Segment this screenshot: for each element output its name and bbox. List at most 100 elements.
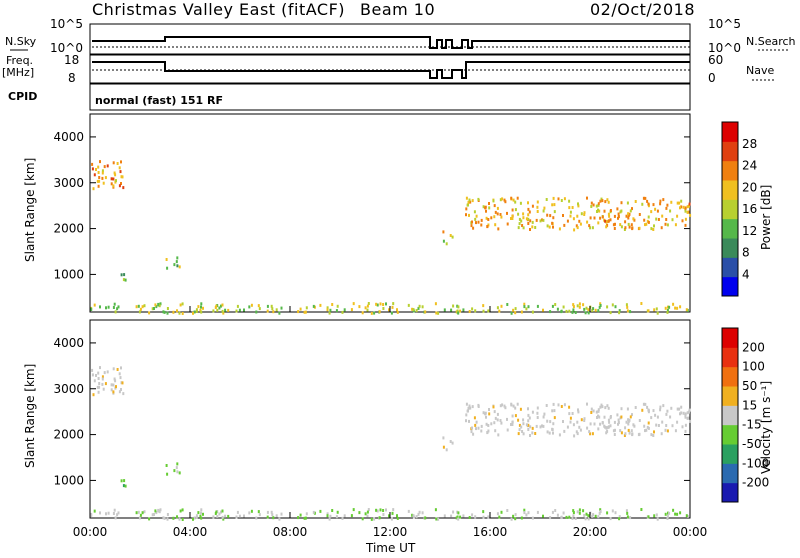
scatter-cell <box>98 176 101 179</box>
scatter-cell <box>112 161 115 165</box>
scatter-cell <box>531 410 534 414</box>
scatter-cell <box>647 309 650 313</box>
scatter-cell <box>541 424 543 428</box>
scatter-cell <box>652 434 655 437</box>
scatter-cell <box>657 424 660 427</box>
scatter-cell <box>614 428 616 432</box>
scatter-cell <box>112 184 115 188</box>
scatter-cell <box>568 199 571 203</box>
scatter-cell <box>582 303 585 307</box>
scatter-cell <box>589 432 592 436</box>
scatter-cell <box>200 305 202 309</box>
scatter-cell <box>684 412 687 416</box>
scatter-cell <box>266 304 269 308</box>
scatter-cell <box>536 205 539 209</box>
scatter-cell <box>99 511 101 515</box>
scatter-cell <box>676 306 679 310</box>
date-label: 02/Oct/2018 <box>590 0 695 19</box>
colorbar-tick-label: -100 <box>742 456 769 470</box>
scatter-cell <box>680 405 683 409</box>
scatter-cell <box>571 516 574 520</box>
scatter-cell <box>688 408 691 412</box>
scatter-cell <box>319 303 322 307</box>
scatter-cell <box>452 304 455 308</box>
scatter-cell <box>522 226 525 230</box>
scatter-cell <box>568 515 571 519</box>
scatter-cell <box>235 515 238 519</box>
scatter-cell <box>592 409 595 413</box>
scatter-cell <box>678 201 681 205</box>
scatter-cell <box>514 517 517 521</box>
scatter-cell <box>163 516 166 520</box>
scatter-cell <box>120 182 122 185</box>
scatter-cell <box>178 517 181 521</box>
scatter-cell <box>563 429 566 433</box>
scatter-cell <box>527 407 529 411</box>
scatter-cell <box>608 420 611 424</box>
scatter-cell <box>141 305 144 309</box>
scatter-cell <box>520 425 523 429</box>
scatter-cell <box>112 383 115 387</box>
scatter-cell <box>221 515 224 519</box>
scatter-cell <box>516 196 519 200</box>
scatter-cell <box>574 517 577 520</box>
scatter-cell <box>631 226 634 230</box>
scatter-cell <box>257 510 260 514</box>
scatter-cell <box>569 420 572 424</box>
scatter-cell <box>434 302 437 306</box>
scatter-cell <box>468 419 470 423</box>
scatter-cell <box>166 311 169 315</box>
scatter-cell <box>367 508 370 511</box>
scatter-cell <box>456 515 459 519</box>
scatter-cell <box>655 307 658 311</box>
scatter-cell <box>390 517 393 521</box>
scatter-cell <box>137 304 140 308</box>
scatter-cell <box>443 308 446 312</box>
scatter-cell <box>529 434 531 437</box>
scatter-cell <box>497 433 500 437</box>
freq-label: Freq. <box>6 54 33 67</box>
scatter-cell <box>275 308 278 312</box>
scatter-cell <box>632 217 635 221</box>
scatter-cell <box>159 508 162 512</box>
scatter-cell <box>652 409 655 413</box>
scatter-cell <box>684 415 687 419</box>
scatter-cell <box>573 434 576 438</box>
scatter-cell <box>412 514 415 518</box>
scatter-cell <box>326 308 329 312</box>
scatter-cell <box>552 422 555 426</box>
colorbar-segment <box>722 366 738 387</box>
scatter-cell <box>576 214 579 218</box>
scatter-cell <box>630 429 633 433</box>
scatter-cell <box>618 311 621 315</box>
scatter-cell <box>352 508 355 512</box>
scatter-cell <box>689 419 692 423</box>
colorbar-tick-label: 50 <box>742 379 757 393</box>
scatter-cell <box>627 428 630 432</box>
scatter-cell <box>192 311 194 315</box>
scatter-cell <box>370 311 373 315</box>
scatter-cell <box>640 302 643 305</box>
colorbar-tick-label: 8 <box>742 246 750 260</box>
scatter-cell <box>166 266 169 270</box>
scatter-cell <box>587 308 590 312</box>
scatter-cell <box>593 422 596 426</box>
scatter-cell <box>549 214 552 218</box>
colorbar-frame <box>721 121 739 297</box>
scatter-cell <box>482 309 485 313</box>
scatter-cell <box>627 418 630 422</box>
scatter-cell <box>572 423 575 427</box>
scatter-cell <box>646 219 649 223</box>
scatter-cell <box>558 227 561 231</box>
scatter-cell <box>163 310 166 314</box>
noise-sky-line <box>92 36 690 49</box>
scatter-cell <box>459 309 462 313</box>
scatter-cell <box>584 311 587 315</box>
colorbar-segment <box>722 238 738 258</box>
scatter-cell <box>266 515 269 519</box>
scatter-cell <box>514 307 517 311</box>
scatter-cell <box>358 511 361 515</box>
scatter-cell <box>585 306 588 310</box>
scatter-cell <box>407 303 410 307</box>
scatter-cell <box>195 310 198 313</box>
